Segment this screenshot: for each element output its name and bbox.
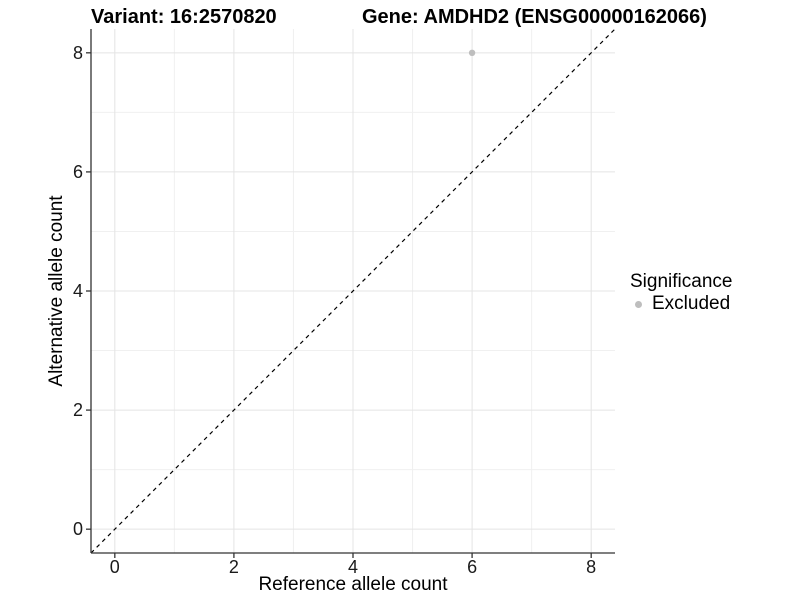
- plot-title-gene: Gene: AMDHD2 (ENSG00000162066): [362, 6, 707, 28]
- x-tick-label: 8: [586, 557, 597, 577]
- y-tick-label: 6: [72, 161, 83, 182]
- legend: Significance Excluded: [630, 271, 732, 315]
- y-tick-label: 4: [72, 281, 83, 301]
- x-tick-label: 2: [228, 557, 239, 577]
- legend-item-label: Excluded: [652, 293, 731, 314]
- x-tick-label: 6: [467, 557, 478, 577]
- legend-key-dot: [635, 300, 642, 308]
- identity-line: [90, 28, 616, 554]
- x-tick-label: 0: [109, 557, 120, 577]
- x-tick-label: 4: [347, 557, 358, 577]
- y-tick-label: 2: [72, 400, 83, 421]
- data-point: [468, 49, 476, 57]
- y-tick-label: 8: [72, 42, 83, 63]
- y-tick-label: 0: [72, 519, 83, 540]
- legend-item: Excluded: [630, 293, 732, 315]
- plot-title-variant: Variant: 16:2570820: [91, 6, 277, 28]
- legend-title: Significance: [630, 271, 733, 292]
- y-axis-title: Alternative allele count: [46, 195, 67, 387]
- x-axis-title: Reference allele count: [258, 574, 448, 595]
